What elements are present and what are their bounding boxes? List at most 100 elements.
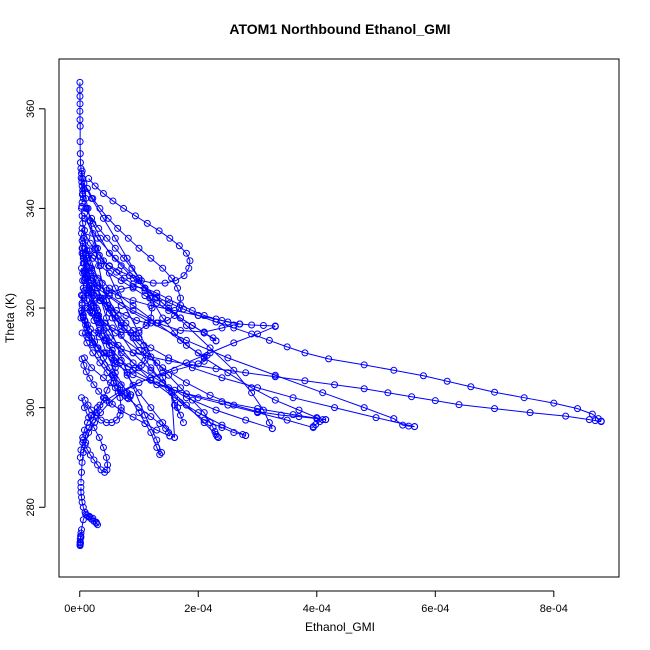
data-point (77, 446, 85, 454)
data-point (271, 371, 279, 379)
data-point (520, 394, 528, 402)
data-point (88, 406, 96, 414)
data-point (124, 234, 132, 242)
data-point (108, 354, 116, 362)
data-point (99, 189, 107, 197)
data-point (105, 341, 113, 349)
data-point (218, 421, 226, 429)
data-series-35 (81, 274, 150, 372)
data-point (78, 224, 86, 232)
data-point (188, 307, 196, 315)
data-point (242, 369, 250, 377)
data-point (133, 316, 141, 324)
data-point (78, 307, 86, 315)
data-point (135, 244, 143, 252)
data-point (90, 302, 98, 310)
data-point (171, 434, 179, 442)
data-point (218, 374, 226, 382)
data-point (95, 224, 103, 232)
data-point (218, 398, 226, 406)
series-line (83, 270, 240, 325)
data-point (102, 287, 110, 295)
data-point (156, 450, 164, 458)
data-point (105, 249, 113, 257)
data-point (82, 204, 90, 212)
data-point (95, 434, 103, 442)
series-line (82, 238, 246, 437)
data-point (78, 167, 86, 175)
data-point (141, 284, 149, 292)
data-point (129, 307, 137, 315)
series-line (83, 183, 209, 365)
data-series-36 (82, 204, 156, 337)
data-point (526, 409, 534, 417)
series-line (86, 188, 181, 324)
data-point (171, 394, 179, 402)
data-point (78, 493, 86, 501)
data-point (182, 341, 190, 349)
data-point (78, 178, 86, 186)
data-point (135, 404, 143, 412)
data-point (153, 294, 161, 302)
data-point (94, 344, 102, 352)
data-point (96, 262, 104, 270)
data-point (111, 254, 119, 262)
data-point (186, 257, 194, 265)
data-point (140, 341, 148, 349)
data-point (77, 314, 85, 322)
data-point (163, 316, 171, 324)
data-point (171, 312, 179, 320)
data-point (105, 262, 113, 270)
data-point (143, 319, 151, 327)
data-point (110, 379, 118, 387)
plot-frame (58, 58, 620, 578)
data-point (129, 381, 137, 389)
data-point (90, 381, 98, 389)
data-point (166, 432, 174, 440)
chart-title: ATOM1 Northbound Ethanol_GMI (229, 21, 450, 37)
data-point (147, 344, 155, 352)
data-point (124, 363, 132, 371)
data-point (77, 532, 85, 540)
data-point (122, 319, 130, 327)
data-point (80, 426, 88, 434)
data-point (95, 329, 103, 337)
data-point (159, 364, 167, 372)
data-point (84, 254, 92, 262)
data-point (141, 420, 149, 428)
data-point (116, 394, 124, 402)
data-point (120, 254, 128, 262)
data-point (76, 100, 84, 108)
data-point (289, 394, 297, 402)
data-point (76, 138, 84, 146)
data-point (180, 272, 188, 280)
data-point (147, 364, 155, 372)
data-point (283, 343, 291, 351)
data-point (283, 416, 291, 424)
data-point (194, 349, 202, 357)
data-point (194, 394, 202, 402)
data-point (76, 150, 84, 158)
data-point (172, 277, 180, 285)
y-tick-label: 300 (25, 398, 37, 416)
data-point (96, 297, 104, 305)
data-point (147, 429, 155, 437)
data-point (455, 401, 463, 409)
data-point (271, 322, 279, 330)
data-point (83, 185, 91, 192)
data-point (141, 356, 149, 364)
data-point (90, 424, 98, 432)
data-point (147, 254, 155, 262)
data-point (147, 404, 155, 412)
data-point (97, 466, 105, 474)
data-point (254, 384, 262, 392)
data-point (127, 329, 135, 337)
data-point (171, 401, 179, 409)
data-point (325, 355, 333, 363)
data-point (224, 369, 232, 377)
data-point (80, 214, 88, 222)
data-point (259, 321, 267, 329)
y-tick-label: 280 (25, 498, 37, 516)
data-point (78, 355, 86, 363)
